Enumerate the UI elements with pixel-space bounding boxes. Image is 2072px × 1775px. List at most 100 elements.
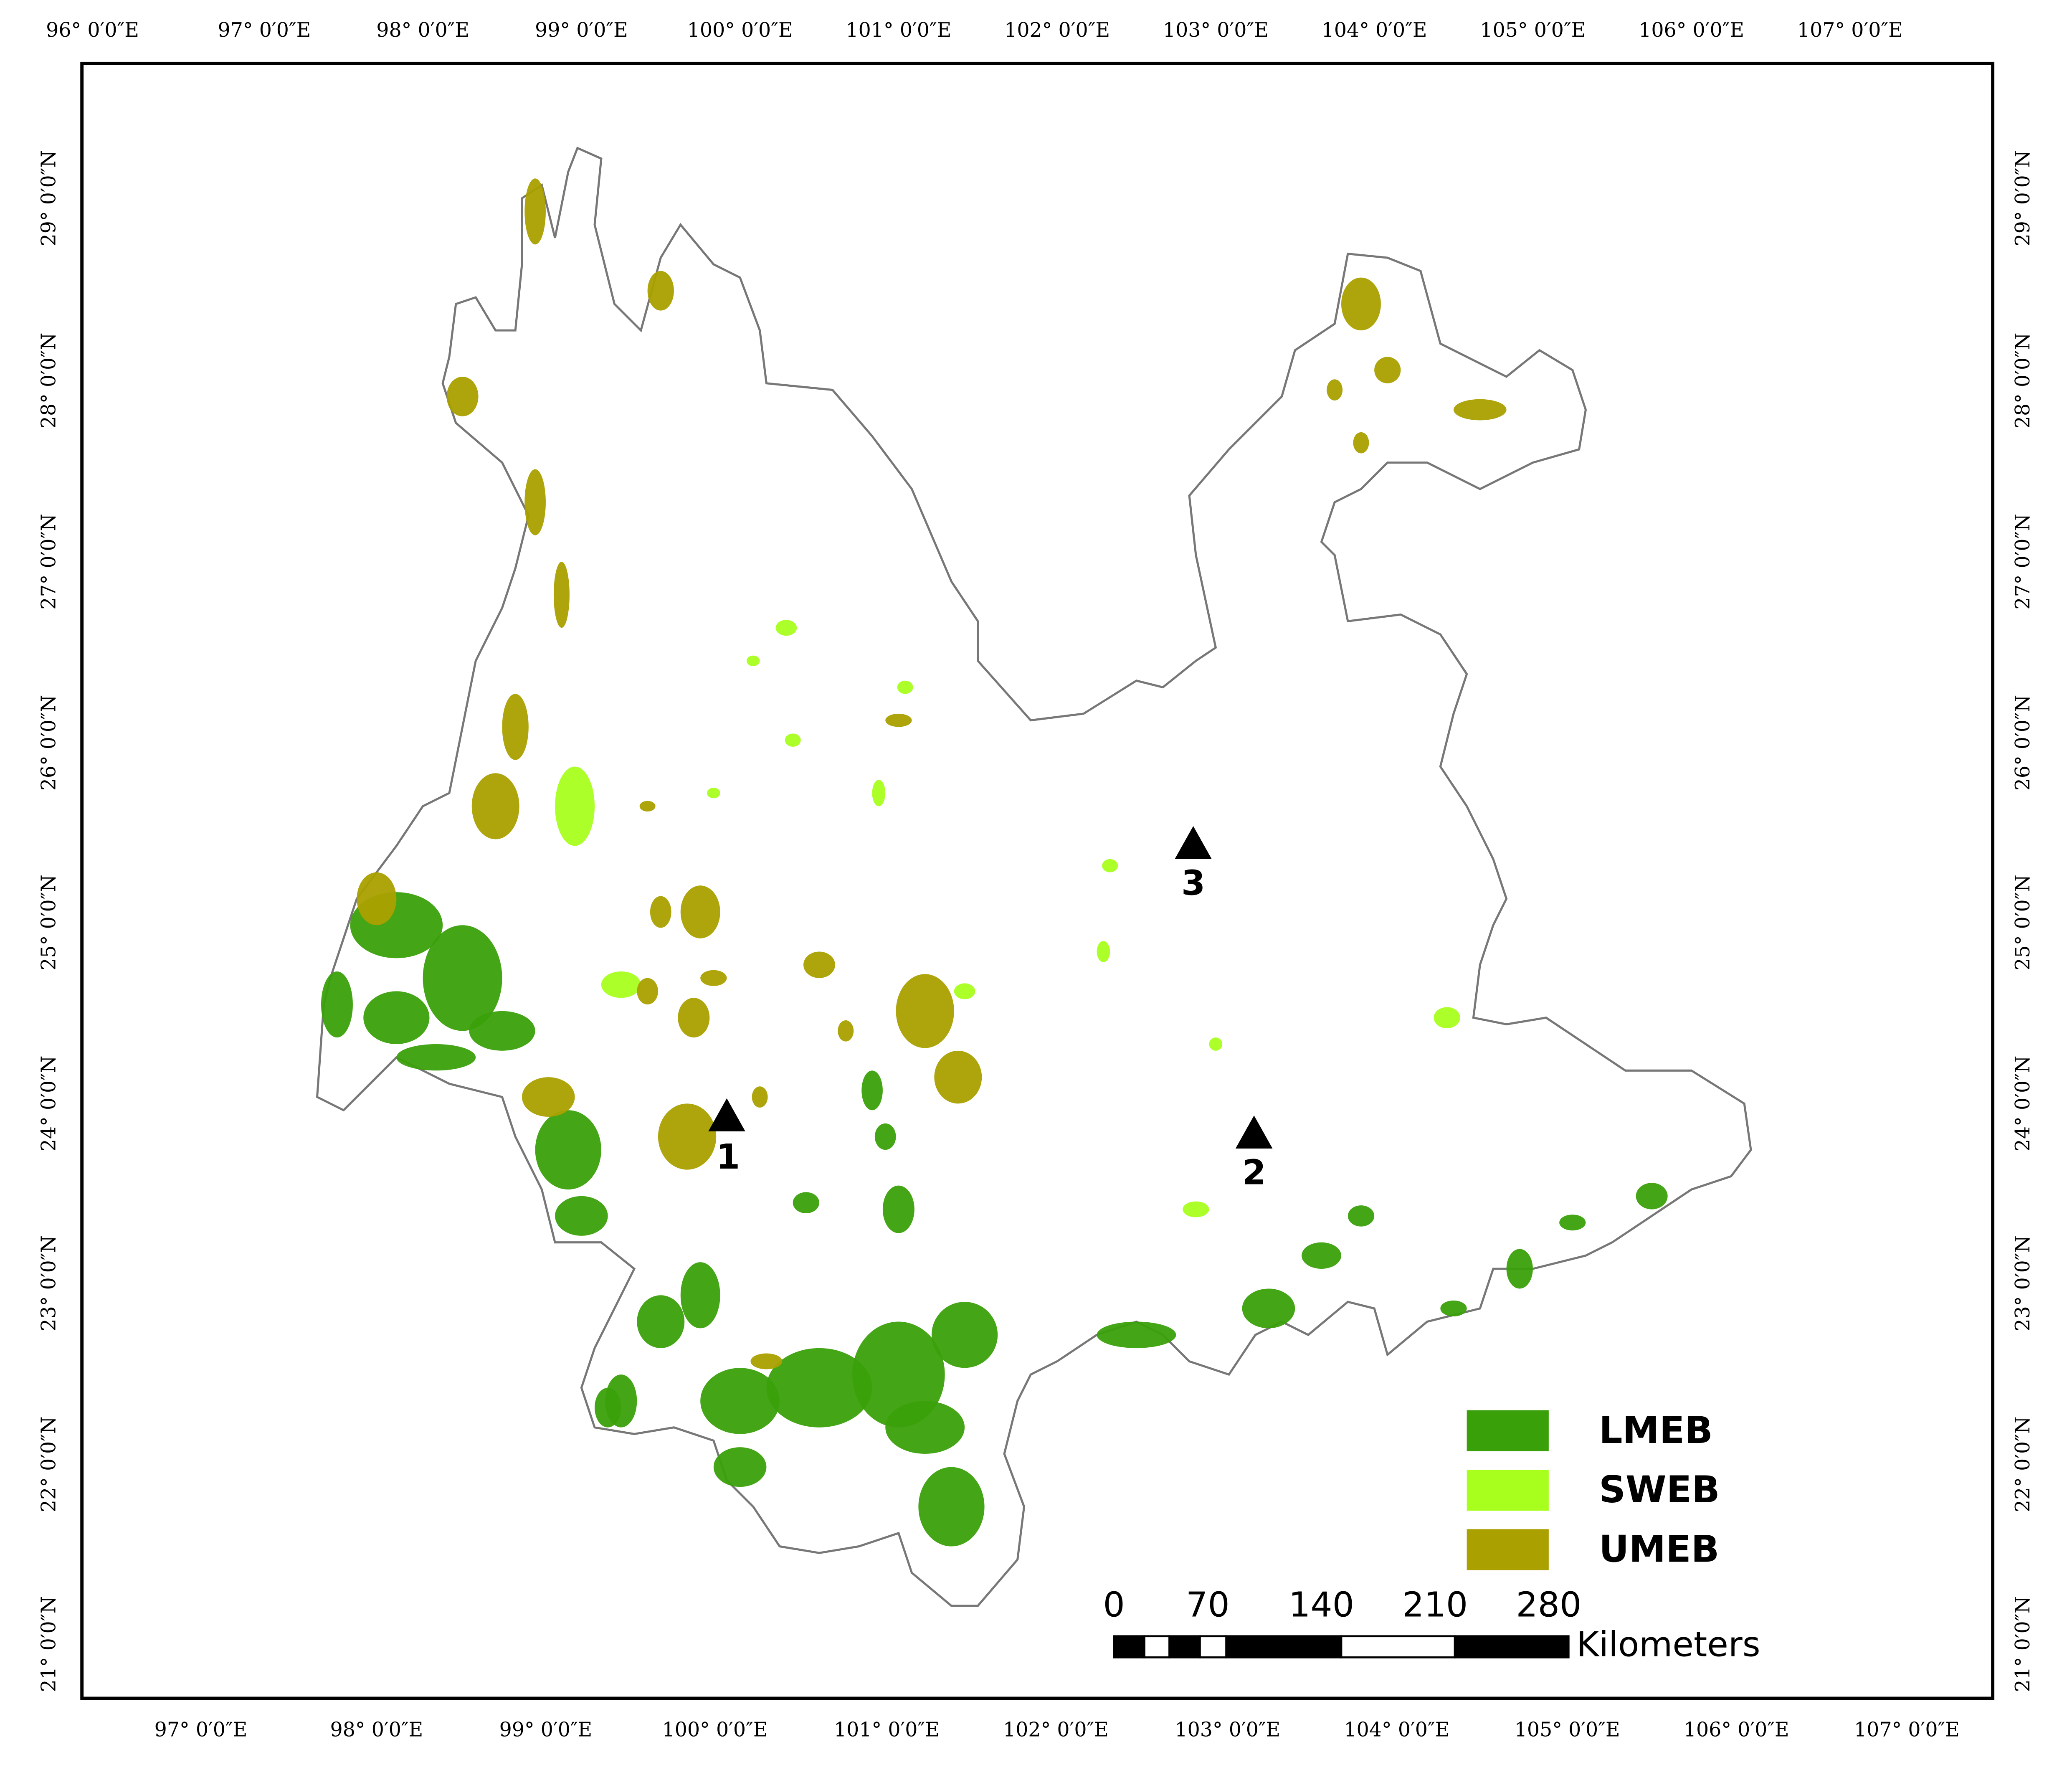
patch	[700, 970, 727, 986]
right-label: 25° 0′0″N	[2011, 875, 2034, 971]
top-label: 103° 0′0″E	[1163, 19, 1269, 42]
patch	[803, 951, 835, 978]
patch	[555, 766, 595, 846]
patch	[934, 1050, 982, 1104]
site-label: 1	[716, 1137, 740, 1177]
scale-segment	[1168, 1635, 1201, 1658]
legend-swatch	[1467, 1469, 1549, 1511]
left-label: 23° 0′0″N	[37, 1235, 60, 1331]
top-label: 98° 0′0″E	[376, 19, 469, 42]
patch	[595, 1387, 621, 1428]
bottom-label: 105° 0′0″E	[1515, 1719, 1620, 1742]
top-label: 102° 0′0″E	[1004, 19, 1110, 42]
patch	[363, 991, 430, 1044]
right-label: 26° 0′0″N	[2011, 695, 2034, 791]
patch	[885, 1401, 965, 1454]
patch	[1506, 1249, 1533, 1289]
patch	[1242, 1288, 1295, 1329]
patch	[852, 1321, 945, 1428]
patch	[524, 469, 546, 535]
patch	[658, 1103, 717, 1170]
left-label: 22° 0′0″N	[37, 1417, 60, 1513]
legend-swatch	[1467, 1410, 1549, 1451]
bottom-label: 99° 0′0″E	[499, 1719, 593, 1742]
patch	[357, 872, 397, 926]
patch	[1348, 1205, 1375, 1227]
patch	[954, 983, 975, 999]
bottom-label: 98° 0′0″E	[330, 1719, 423, 1742]
top-label: 99° 0′0″E	[535, 19, 628, 42]
patch	[601, 971, 641, 998]
patch	[522, 1077, 575, 1117]
left-label: 29° 0′0″N	[37, 150, 60, 246]
left-label: 25° 0′0″N	[37, 875, 60, 971]
patch	[750, 1353, 783, 1369]
patch	[785, 733, 801, 747]
site-label: 2	[1242, 1153, 1266, 1193]
bottom-label: 103° 0′0″E	[1175, 1719, 1280, 1742]
right-label: 24° 0′0″N	[2011, 1056, 2034, 1152]
bottom-label: 101° 0′0″E	[834, 1719, 940, 1742]
right-label: 23° 0′0″N	[2011, 1235, 2034, 1331]
scale-segment	[1454, 1635, 1570, 1658]
patch	[680, 885, 720, 938]
patch	[882, 1185, 914, 1233]
scale-unit: Kilometers	[1576, 1625, 1760, 1664]
patch	[524, 178, 546, 245]
patch	[647, 271, 674, 311]
patch	[896, 974, 954, 1048]
top-label: 97° 0′0″E	[218, 19, 311, 42]
patch	[1341, 277, 1381, 331]
patch	[1559, 1215, 1586, 1231]
right-label: 28° 0′0″N	[2011, 333, 2034, 429]
patch	[1097, 941, 1110, 962]
site-label: 3	[1181, 864, 1205, 903]
patch	[793, 1192, 820, 1214]
patch	[446, 376, 479, 416]
top-label: 104° 0′0″E	[1322, 19, 1427, 42]
patch	[637, 1295, 685, 1348]
left-label: 26° 0′0″N	[37, 695, 60, 791]
patch	[639, 801, 656, 812]
left-label: 28° 0′0″N	[37, 333, 60, 429]
right-label: 21° 0′0″N	[2011, 1596, 2034, 1692]
patch	[838, 1020, 854, 1042]
right-label: 29° 0′0″N	[2011, 150, 2034, 246]
scale-segment	[1143, 1635, 1170, 1658]
bottom-label: 100° 0′0″E	[662, 1719, 768, 1742]
patch	[1453, 399, 1507, 421]
patch	[502, 694, 529, 760]
patch	[1102, 859, 1118, 872]
left-label: 27° 0′0″N	[37, 514, 60, 610]
patch	[1374, 357, 1401, 383]
patch	[874, 1123, 896, 1150]
legend-label: UMEB	[1599, 1528, 1719, 1571]
patch	[469, 1011, 535, 1051]
patch	[396, 1044, 476, 1071]
patch	[1636, 1183, 1668, 1210]
top-label: 101° 0′0″E	[846, 19, 951, 42]
patch	[321, 971, 353, 1038]
left-label: 21° 0′0″N	[37, 1596, 60, 1692]
patch	[1302, 1242, 1342, 1269]
scale-tick: 210	[1402, 1585, 1468, 1625]
top-label: 100° 0′0″E	[687, 19, 793, 42]
patch	[680, 1262, 720, 1329]
bottom-label: 106° 0′0″E	[1684, 1719, 1789, 1742]
bottom-label: 104° 0′0″E	[1344, 1719, 1449, 1742]
site-marker	[708, 1098, 745, 1131]
bottom-label: 102° 0′0″E	[1003, 1719, 1109, 1742]
patch	[746, 655, 760, 666]
scale-tick: 70	[1186, 1585, 1230, 1625]
patch	[752, 1086, 768, 1108]
legend-label: SWEB	[1599, 1468, 1720, 1511]
patch	[535, 1110, 601, 1190]
patch	[707, 788, 720, 799]
scale-tick: 140	[1289, 1585, 1354, 1625]
patch	[897, 680, 913, 694]
legend-label: LMEB	[1599, 1409, 1713, 1452]
top-label: 106° 0′0″E	[1639, 19, 1744, 42]
bottom-label: 97° 0′0″E	[155, 1719, 248, 1742]
